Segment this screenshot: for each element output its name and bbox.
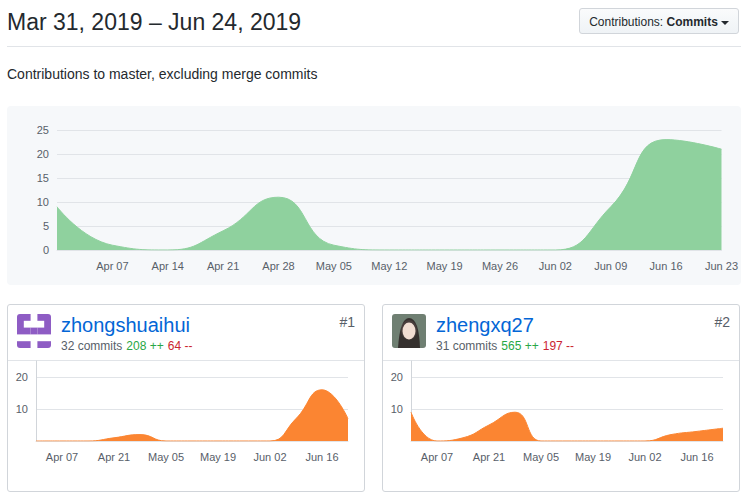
svg-text:May 26: May 26 — [482, 260, 518, 272]
svg-text:May 05: May 05 — [148, 451, 184, 463]
svg-text:20: 20 — [37, 148, 49, 160]
svg-text:10: 10 — [37, 196, 49, 208]
svg-text:May 12: May 12 — [371, 260, 407, 272]
svg-text:Apr 28: Apr 28 — [262, 260, 294, 272]
html-text:Mar 31, 2019 – Jun 24, 2019: Mar 31, 2019 – Jun 24, 2019 — [7, 9, 302, 35]
svg-text:Apr 21: Apr 21 — [473, 451, 505, 463]
html-text:32 commits 208 ++ 64 --: 32 commits 208 ++ 64 -- — [61, 339, 193, 353]
html-text:Contributions: Commits: Contributions: Commits — [589, 15, 718, 29]
svg-text:Jun 02: Jun 02 — [253, 451, 286, 463]
html-text:zhongshuaihui: zhongshuaihui — [61, 314, 190, 336]
html-text:31 commits 565 ++ 197 --: 31 commits 565 ++ 197 -- — [436, 339, 575, 353]
svg-text:May 05: May 05 — [523, 451, 559, 463]
html-text:#2: #2 — [714, 314, 730, 330]
svg-text:10: 10 — [391, 403, 403, 415]
svg-text:0: 0 — [43, 244, 49, 256]
svg-text:Apr 14: Apr 14 — [152, 260, 184, 272]
svg-text:10: 10 — [16, 403, 28, 415]
svg-text:May 19: May 19 — [427, 260, 463, 272]
svg-text:Jun 09: Jun 09 — [594, 260, 627, 272]
svg-text:5: 5 — [43, 220, 49, 232]
html-text:#1: #1 — [339, 314, 355, 330]
html-text:zhengxq27: zhengxq27 — [436, 314, 534, 336]
svg-text:Jun 16: Jun 16 — [305, 451, 338, 463]
svg-text:Jun 16: Jun 16 — [680, 451, 713, 463]
svg-text:Jun 02: Jun 02 — [628, 451, 661, 463]
html-text:Contributions to master, exclu: Contributions to master, excluding merge… — [7, 66, 318, 82]
svg-text:May 19: May 19 — [575, 451, 611, 463]
svg-text:Jun 16: Jun 16 — [650, 260, 683, 272]
svg-text:May 05: May 05 — [316, 260, 352, 272]
svg-text:Apr 07: Apr 07 — [96, 260, 128, 272]
svg-text:May 19: May 19 — [200, 451, 236, 463]
svg-text:15: 15 — [37, 172, 49, 184]
svg-text:Jun 23: Jun 23 — [705, 260, 738, 272]
svg-text:Jun 02: Jun 02 — [539, 260, 572, 272]
svg-text:20: 20 — [391, 371, 403, 383]
svg-text:20: 20 — [16, 371, 28, 383]
svg-text:Apr 07: Apr 07 — [46, 451, 78, 463]
svg-text:Apr 21: Apr 21 — [207, 260, 239, 272]
svg-text:25: 25 — [37, 124, 49, 136]
svg-text:Apr 07: Apr 07 — [421, 451, 453, 463]
svg-text:Apr 21: Apr 21 — [98, 451, 130, 463]
